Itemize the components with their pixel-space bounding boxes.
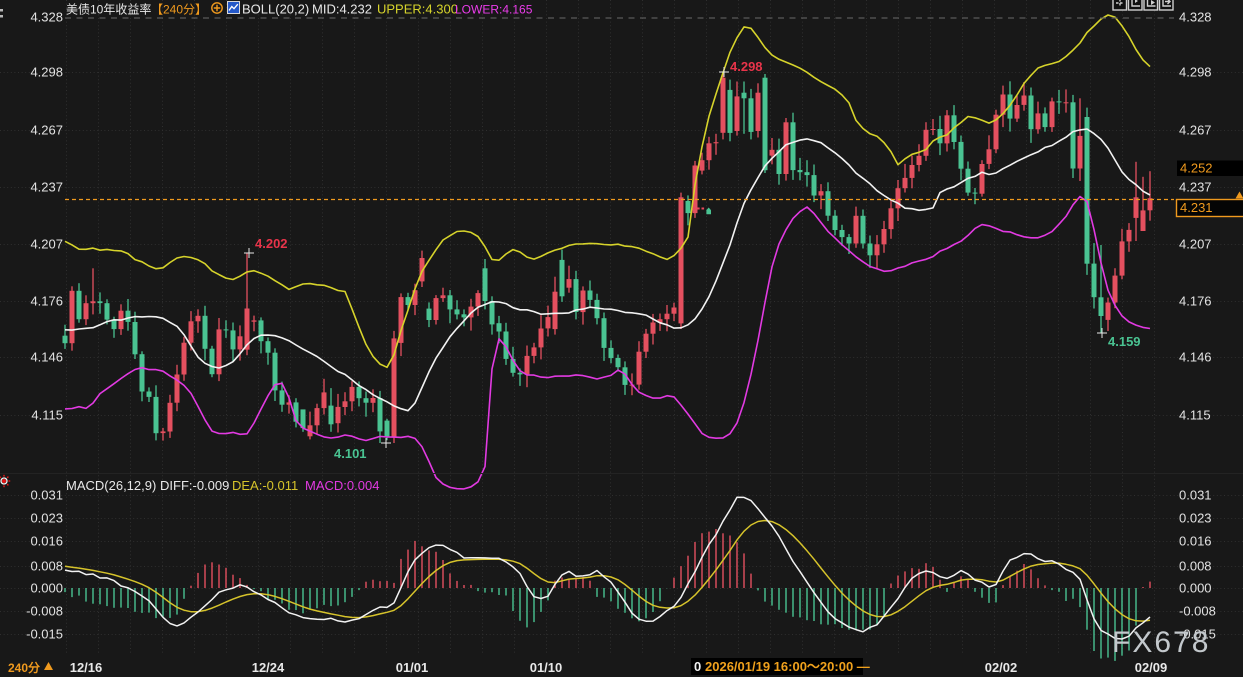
svg-text:4.252: 4.252 (1180, 161, 1213, 176)
svg-text:-0.015: -0.015 (26, 627, 63, 642)
svg-text:4.328: 4.328 (30, 10, 63, 25)
svg-text:4.298: 4.298 (30, 65, 63, 80)
svg-text:02/02: 02/02 (985, 660, 1018, 675)
svg-text:4.267: 4.267 (1179, 123, 1212, 138)
svg-text:MID:4.232: MID:4.232 (312, 2, 372, 17)
svg-text:4.115: 4.115 (31, 408, 63, 423)
svg-text:-0.015: -0.015 (1179, 627, 1216, 642)
svg-text:01/10: 01/10 (530, 660, 563, 675)
svg-text:4.237: 4.237 (30, 180, 63, 195)
svg-text:DIFF:-0.009: DIFF:-0.009 (160, 478, 229, 493)
svg-text:2026/01/19 16:00～20:00 —: 2026/01/19 16:00～20:00 — (705, 659, 870, 674)
svg-text:0.000: 0.000 (1179, 581, 1212, 596)
svg-text:MACD:0.004: MACD:0.004 (305, 478, 379, 493)
svg-text:4.176: 4.176 (30, 294, 63, 309)
svg-text:0.023: 0.023 (30, 511, 63, 526)
svg-text:4.159: 4.159 (1108, 334, 1141, 349)
svg-text:4.146: 4.146 (30, 350, 63, 365)
svg-text:4.115: 4.115 (1179, 408, 1211, 423)
svg-text:DEA:-0.011: DEA:-0.011 (232, 478, 298, 493)
svg-text:240分: 240分 (8, 660, 40, 675)
svg-text:4.146: 4.146 (1179, 350, 1212, 365)
svg-text:4.298: 4.298 (730, 59, 763, 74)
svg-text:0.031: 0.031 (1179, 488, 1212, 503)
svg-text:12/16: 12/16 (70, 660, 103, 675)
svg-text:0.000: 0.000 (30, 581, 63, 596)
svg-text:UPPER:4.300: UPPER:4.300 (377, 2, 458, 17)
svg-text:0.008: 0.008 (1179, 559, 1212, 574)
svg-text:4.328: 4.328 (1179, 10, 1212, 25)
svg-text:4.176: 4.176 (1179, 294, 1212, 309)
svg-text:-0.008: -0.008 (1179, 604, 1216, 619)
svg-text:0.008: 0.008 (30, 559, 63, 574)
svg-text:0: 0 (694, 659, 701, 674)
svg-text:【240分】: 【240分】 (151, 3, 207, 17)
svg-text:02/09: 02/09 (1135, 660, 1168, 675)
svg-text:BOLL(20,2): BOLL(20,2) (242, 2, 309, 17)
svg-text:0.023: 0.023 (1179, 511, 1212, 526)
svg-text:12/24: 12/24 (252, 660, 285, 675)
svg-text:4.207: 4.207 (1179, 237, 1212, 252)
svg-text:MACD(26,12,9): MACD(26,12,9) (66, 478, 156, 493)
svg-text:FX678: FX678 (1112, 626, 1210, 659)
svg-text:4.207: 4.207 (30, 237, 63, 252)
svg-text:美债10年收益率: 美债10年收益率 (66, 2, 151, 17)
svg-text:LOWER:4.165: LOWER:4.165 (455, 3, 533, 17)
svg-text:4.101: 4.101 (334, 446, 367, 461)
svg-text:-0.008: -0.008 (26, 604, 63, 619)
svg-text:0.016: 0.016 (1179, 534, 1212, 549)
svg-text:4.231: 4.231 (1180, 200, 1213, 215)
svg-text:4.237: 4.237 (1179, 180, 1212, 195)
svg-text:4.202: 4.202 (255, 236, 288, 251)
svg-text:4.298: 4.298 (1179, 65, 1212, 80)
svg-text:01/01: 01/01 (396, 660, 429, 675)
svg-text:4.267: 4.267 (30, 123, 63, 138)
svg-text:0.016: 0.016 (30, 534, 63, 549)
svg-text:0.031: 0.031 (30, 488, 63, 503)
